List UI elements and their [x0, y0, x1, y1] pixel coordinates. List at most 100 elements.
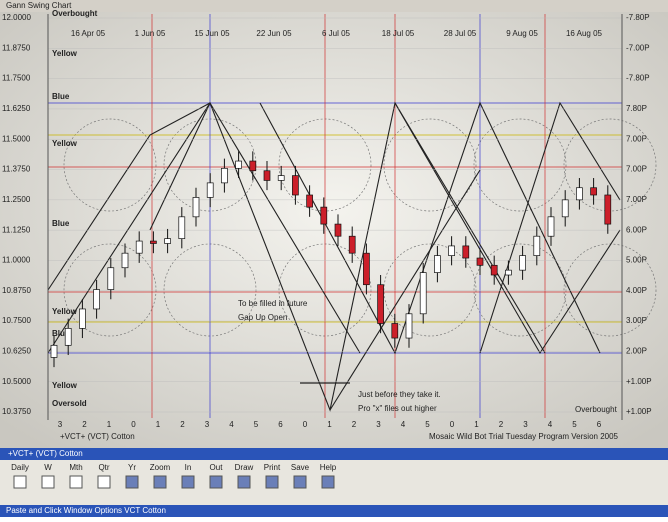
candle-body	[348, 235, 356, 254]
candle-body	[405, 313, 413, 339]
candle-body	[462, 245, 470, 259]
count-label: 4	[229, 420, 234, 429]
toolbar-label: Daily	[11, 463, 29, 472]
y-tick-label: 12.0000	[2, 13, 31, 22]
right-axis-label: 5.00P	[626, 256, 647, 265]
count-label: 6	[597, 420, 602, 429]
candle-body	[221, 167, 228, 184]
title-bar[interactable]	[0, 448, 668, 460]
y-tick-label: 11.6250	[2, 104, 31, 113]
right-axis-label: 7.00P	[626, 134, 647, 143]
toolbar-button[interactable]	[13, 475, 27, 489]
candle-body	[192, 197, 200, 218]
count-label: 0	[131, 420, 136, 429]
gann-circle	[63, 118, 157, 212]
toolbar-label: Yr	[128, 463, 136, 472]
date-label: 9 Aug 05	[506, 29, 538, 38]
toolbar-button[interactable]	[97, 475, 111, 489]
date-label: 28 Jul 05	[444, 29, 477, 38]
y-tick-label: 11.8750	[2, 43, 31, 52]
annotation: Overbought	[575, 405, 618, 414]
toolbar-label: Save	[291, 463, 310, 472]
toolbar-button[interactable]	[181, 475, 195, 489]
toolbar-label: Print	[264, 463, 281, 472]
candle-body	[50, 344, 58, 358]
candle-body	[263, 170, 271, 181]
y-tick-label: 10.5000	[2, 377, 31, 386]
annotation: Pro "x" files out higher	[358, 404, 437, 413]
count-label: 2	[180, 420, 185, 429]
toolbar-button[interactable]	[321, 475, 335, 489]
toolbar-button[interactable]	[237, 475, 251, 489]
swing-line	[47, 101, 621, 412]
swing-line	[394, 102, 546, 354]
candle-body	[604, 194, 612, 225]
count-label: 1	[474, 420, 479, 429]
toolbar-button[interactable]	[265, 475, 279, 489]
annotation: To be filled in future	[238, 299, 308, 308]
right-axis-label: +1.00P	[626, 377, 652, 386]
gann-circle	[563, 243, 657, 337]
toolbar-label: W	[44, 463, 52, 472]
zone-label: Yellow	[52, 49, 78, 58]
candle-body	[363, 252, 370, 286]
toolbar-label: Draw	[235, 463, 254, 472]
candle-body	[320, 206, 328, 225]
count-label: 3	[523, 420, 528, 429]
y-tick-label: 11.3750	[2, 165, 31, 174]
right-axis-label: 3.00P	[626, 316, 647, 325]
toolbar-button[interactable]	[209, 475, 223, 489]
candle-body	[490, 264, 498, 276]
date-label: 16 Apr 05	[71, 29, 106, 38]
right-axis-label: 4.00P	[626, 286, 647, 295]
right-axis-label: 6.00P	[626, 225, 647, 234]
date-label: 6 Jul 05	[322, 29, 351, 38]
count-label: 5	[572, 420, 577, 429]
toolbar-button[interactable]	[153, 475, 167, 489]
toolbar-button[interactable]	[125, 475, 139, 489]
chart-subtitle: Mosaic Wild Bot Trial Tuesday Program Ve…	[429, 432, 619, 441]
candle-body	[107, 267, 115, 290]
candle-body	[505, 269, 512, 276]
date-label: 1 Jun 05	[135, 29, 166, 38]
count-label: 3	[58, 420, 63, 429]
swing-line	[259, 101, 601, 355]
count-label: 0	[450, 420, 455, 429]
y-tick-label: 11.7500	[2, 74, 31, 83]
toolbar-button[interactable]	[293, 475, 307, 489]
count-label: 0	[303, 420, 308, 429]
gann-circle	[383, 118, 477, 212]
candle-body	[448, 245, 455, 256]
count-label: 1	[156, 420, 161, 429]
zone-label: Yellow	[52, 139, 78, 148]
candle-body	[292, 175, 299, 196]
candle-body	[519, 255, 526, 271]
count-label: 3	[205, 420, 210, 429]
y-tick-label: 10.8750	[2, 286, 31, 295]
gann-circle	[473, 243, 567, 337]
status-text: Paste and Click Window Options VCT Cotto…	[6, 506, 166, 515]
count-label: 1	[327, 420, 332, 429]
zone-label: Overbought	[52, 9, 98, 18]
candle-body	[590, 187, 597, 196]
gann-circle	[63, 243, 157, 337]
candle-body	[334, 223, 342, 237]
candle-body	[576, 187, 583, 201]
zone-label: Blue	[52, 92, 70, 101]
date-label: 18 Jul 05	[382, 29, 415, 38]
toolbar-label: In	[185, 463, 192, 472]
count-label: 2	[352, 420, 357, 429]
status-bar	[0, 505, 668, 517]
toolbar-label: Help	[320, 463, 337, 472]
count-label: 2	[82, 420, 87, 429]
toolbar-button[interactable]	[69, 475, 83, 489]
window-title: Gann Swing Chart	[6, 1, 72, 10]
candle-body	[178, 216, 186, 239]
y-tick-label: 10.7500	[2, 316, 31, 325]
annotation: Gap Up Open	[238, 313, 287, 322]
toolbar-label: Zoom	[150, 463, 171, 472]
toolbar-button[interactable]	[41, 475, 55, 489]
count-label: 2	[499, 420, 504, 429]
date-label: 15 Jun 05	[194, 29, 230, 38]
